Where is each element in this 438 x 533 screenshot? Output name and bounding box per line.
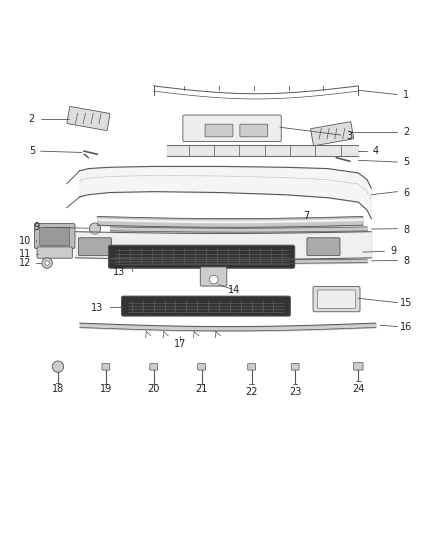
Text: 13: 13: [91, 303, 103, 313]
Text: 15: 15: [400, 298, 412, 309]
Text: 17: 17: [173, 338, 186, 349]
Text: 23: 23: [289, 387, 301, 397]
Text: 10: 10: [19, 236, 32, 246]
FancyBboxPatch shape: [291, 364, 299, 370]
Text: 8: 8: [403, 256, 409, 266]
FancyBboxPatch shape: [313, 287, 360, 312]
Text: 14: 14: [228, 286, 240, 295]
FancyBboxPatch shape: [307, 238, 340, 256]
FancyBboxPatch shape: [311, 122, 354, 146]
Text: 5: 5: [403, 157, 409, 167]
FancyBboxPatch shape: [248, 364, 255, 370]
FancyBboxPatch shape: [37, 247, 72, 258]
Text: 6: 6: [403, 188, 409, 198]
Text: 9: 9: [33, 222, 39, 232]
Text: 11: 11: [19, 249, 32, 260]
Circle shape: [42, 258, 52, 268]
Text: 3: 3: [346, 131, 353, 141]
FancyBboxPatch shape: [183, 115, 281, 142]
FancyBboxPatch shape: [67, 107, 110, 131]
Text: 7: 7: [303, 211, 309, 221]
Text: 21: 21: [195, 384, 208, 394]
Text: 22: 22: [245, 387, 258, 397]
Text: 4: 4: [373, 146, 379, 156]
Circle shape: [45, 261, 49, 265]
Text: 8: 8: [403, 224, 409, 235]
FancyBboxPatch shape: [205, 124, 233, 137]
FancyBboxPatch shape: [353, 362, 363, 370]
Text: 9: 9: [390, 246, 396, 256]
Text: 12: 12: [19, 258, 32, 268]
FancyBboxPatch shape: [198, 364, 205, 370]
Text: 13: 13: [113, 266, 125, 277]
Text: 24: 24: [352, 384, 364, 394]
FancyBboxPatch shape: [102, 364, 110, 370]
FancyBboxPatch shape: [40, 228, 70, 246]
FancyBboxPatch shape: [78, 238, 112, 256]
FancyBboxPatch shape: [121, 296, 290, 316]
FancyBboxPatch shape: [150, 364, 158, 370]
Text: 2: 2: [29, 114, 35, 124]
Text: 20: 20: [148, 384, 160, 394]
Circle shape: [209, 275, 218, 284]
FancyBboxPatch shape: [240, 124, 268, 137]
Text: 18: 18: [52, 384, 64, 394]
Text: 1: 1: [403, 90, 409, 100]
Text: 5: 5: [29, 146, 35, 156]
FancyBboxPatch shape: [200, 267, 227, 286]
FancyBboxPatch shape: [318, 290, 356, 308]
FancyBboxPatch shape: [109, 245, 295, 268]
Text: 2: 2: [403, 127, 409, 138]
Text: 16: 16: [400, 322, 412, 333]
Circle shape: [89, 223, 101, 235]
Circle shape: [52, 361, 64, 372]
FancyBboxPatch shape: [35, 223, 75, 249]
Text: 19: 19: [100, 384, 112, 394]
